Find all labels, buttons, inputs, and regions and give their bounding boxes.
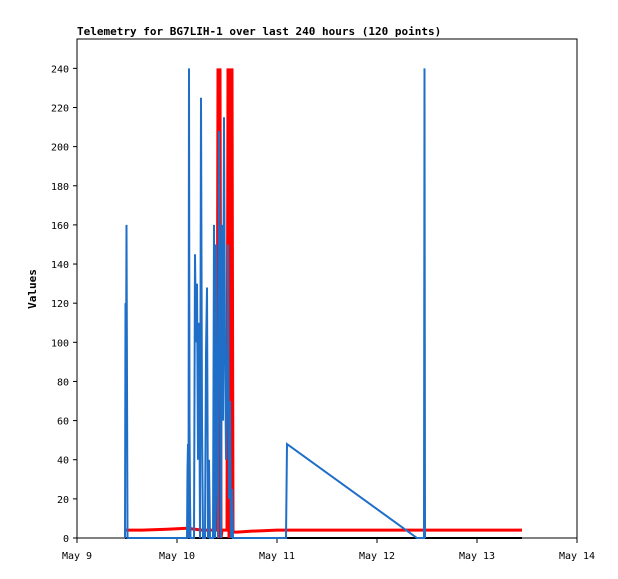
x-tick-label: May 11 — [259, 551, 295, 562]
y-tick-label: 100 — [51, 338, 69, 349]
y-axis: 0 20 40 60 80 100 120 140 160 180 200 220 240 — [51, 64, 77, 545]
chart-title: Telemetry for BG7LIH-1 over last 240 hou… — [77, 25, 441, 38]
y-tick-label: 220 — [51, 103, 69, 114]
y-tick-label: 20 — [57, 495, 69, 506]
y-tick-label: 80 — [57, 377, 69, 388]
x-axis: May 9 May 10 May 11 May 12 May 13 May 14 — [62, 538, 595, 562]
series-line-3 — [124, 68, 426, 539]
y-tick-label: 40 — [57, 456, 69, 467]
x-tick-label: May 12 — [359, 551, 395, 562]
y-tick-label: 160 — [51, 221, 69, 232]
x-tick-label: May 10 — [159, 551, 195, 562]
x-tick-label: May 13 — [459, 551, 495, 562]
y-tick-label: 0 — [63, 534, 69, 545]
y-tick-label: 140 — [51, 260, 69, 271]
y-tick-label: 200 — [51, 143, 69, 154]
y-tick-label: 60 — [57, 417, 69, 428]
x-tick-label: May 14 — [559, 551, 595, 562]
y-tick-label: 120 — [51, 299, 69, 310]
series-line-2 — [125, 68, 522, 539]
y-tick-label: 180 — [51, 182, 69, 193]
x-tick-label: May 9 — [62, 551, 92, 562]
y-tick-label: 240 — [51, 64, 69, 75]
plot-frame — [76, 38, 578, 539]
y-axis-label: Values — [26, 269, 39, 309]
series-layer — [124, 68, 522, 539]
